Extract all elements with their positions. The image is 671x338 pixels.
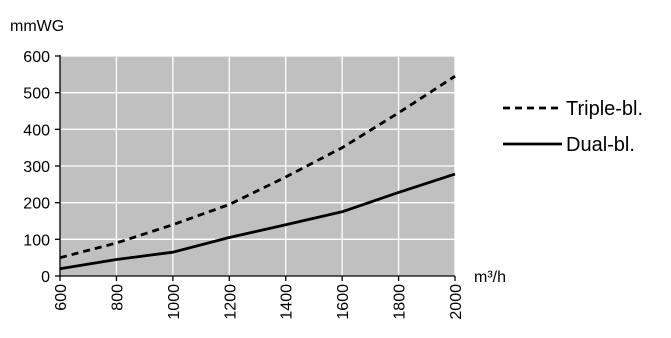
- y-tick-label: 200: [23, 196, 50, 213]
- y-tick-label: 600: [23, 49, 50, 66]
- x-tick-label: 1600: [335, 284, 352, 320]
- series-line-dual: [59, 172, 456, 271]
- x-axis-ticks: 600 800 1000 1200 1400 1600 1800 2000: [53, 276, 465, 320]
- legend: Triple-bl. Dual-bl.: [503, 98, 643, 156]
- x-tick-label: 1000: [166, 284, 183, 320]
- y-axis-ticks: 0 100 200 300 400 500 600: [23, 49, 60, 286]
- y-tick-label: 400: [23, 122, 50, 139]
- x-tick-label: 600: [53, 284, 70, 311]
- legend-label-dual: Dual-bl.: [566, 134, 635, 156]
- y-tick-label: 500: [23, 86, 50, 103]
- y-tick-label: 100: [23, 232, 50, 249]
- y-tick-label: 300: [23, 159, 50, 176]
- legend-label-triple: Triple-bl.: [566, 98, 643, 120]
- x-tick-label: 1400: [279, 284, 296, 320]
- x-tick-label: 1800: [392, 284, 409, 320]
- series-lines: [59, 75, 456, 271]
- x-tick-label: 2000: [448, 284, 465, 320]
- x-tick-label: 1200: [222, 284, 239, 320]
- y-axis-label: mmWG: [10, 18, 64, 35]
- y-tick-label: 0: [41, 269, 50, 286]
- x-axis-label: m³/h: [474, 269, 506, 286]
- grid-lines: [60, 55, 456, 276]
- series-line-triple: [59, 75, 456, 260]
- x-tick-label: 800: [109, 284, 126, 311]
